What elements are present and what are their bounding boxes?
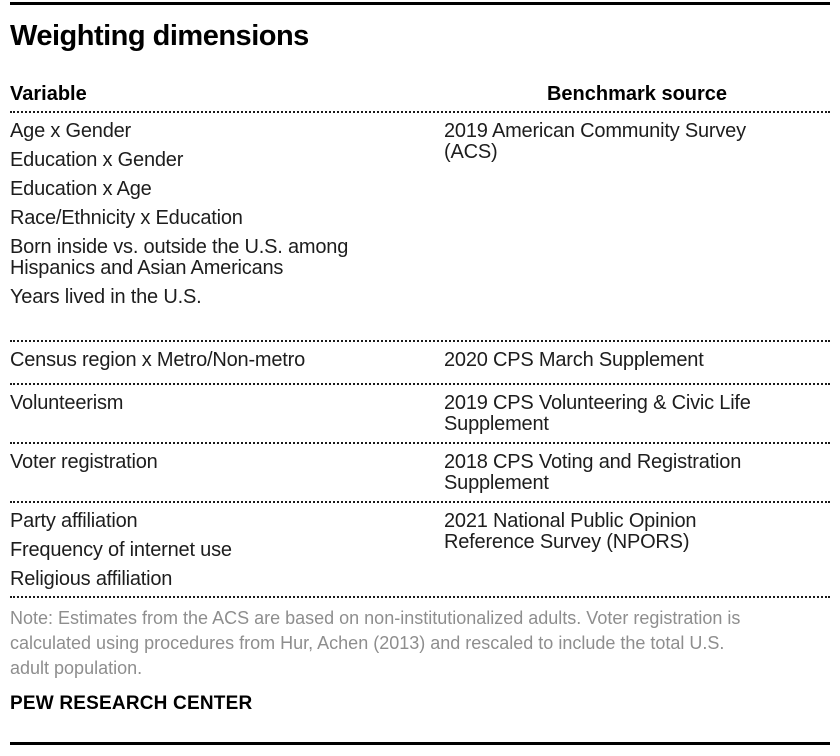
benchmark-line: 2019 CPS Volunteering & Civic Life xyxy=(444,392,751,414)
benchmark-cell: 2019 American Community Survey (ACS) xyxy=(444,121,830,308)
note-line: Note: Estimates from the ACS are based o… xyxy=(10,608,741,628)
variable-item: Race/Ethnicity x Education xyxy=(10,207,243,229)
variable-item: Age x Gender xyxy=(10,120,132,142)
variable-cell: Voter registration xyxy=(10,452,444,494)
variable-item: Census region x Metro/Non-metro xyxy=(10,349,306,371)
variable-item: Party affiliation xyxy=(10,510,138,532)
table-row-voter-registration: Voter registration 2018 CPS Voting and R… xyxy=(10,444,830,503)
benchmark-line: 2020 CPS March Supplement xyxy=(444,349,704,371)
benchmark-cell: 2021 National Public Opinion Reference S… xyxy=(444,511,830,590)
table-row-cps-march: Census region x Metro/Non-metro 2020 CPS… xyxy=(10,342,830,385)
variable-cell: Age x Gender Education x Gender Educatio… xyxy=(10,121,444,308)
benchmark-cell: 2018 CPS Voting and Registration Supplem… xyxy=(444,452,830,494)
variable-item: Voter registration xyxy=(10,451,158,473)
benchmark-cell: 2019 CPS Volunteering & Civic Life Suppl… xyxy=(444,393,830,435)
figure-title: Weighting dimensions xyxy=(10,20,309,52)
variable-item: Volunteerism xyxy=(10,392,124,414)
benchmark-line: Supplement xyxy=(444,413,549,435)
table-header-row: Variable Benchmark source xyxy=(10,83,830,113)
benchmark-line: 2018 CPS Voting and Registration xyxy=(444,451,742,473)
table-row-npors: Party affiliation Frequency of internet … xyxy=(10,503,830,598)
variable-item: Born inside vs. outside the U.S. among H… xyxy=(10,236,349,279)
source-label: PEW RESEARCH CENTER xyxy=(10,693,253,714)
variable-item: Religious affiliation xyxy=(10,568,173,590)
benchmark-line: 2021 National Public Opinion xyxy=(444,510,697,532)
variable-item: Education x Gender xyxy=(10,149,184,171)
variable-item: Years lived in the U.S. xyxy=(10,286,202,308)
variable-cell: Volunteerism xyxy=(10,393,444,435)
column-header-variable: Variable xyxy=(10,83,87,105)
benchmark-line: 2019 American Community Survey xyxy=(444,120,746,142)
note-line: calculated using procedures from Hur, Ac… xyxy=(10,633,725,653)
table-row-volunteering: Volunteerism 2019 CPS Volunteering & Civ… xyxy=(10,385,830,444)
note-text: Note: Estimates from the ACS are based o… xyxy=(10,598,830,681)
variable-cell: Census region x Metro/Non-metro xyxy=(10,350,444,371)
note-line: adult population. xyxy=(10,658,143,678)
benchmark-line: Reference Survey (NPORS) xyxy=(444,531,690,553)
variable-item: Frequency of internet use xyxy=(10,539,232,561)
bottom-rule xyxy=(10,742,830,745)
top-rule xyxy=(10,2,830,5)
variable-item: Education x Age xyxy=(10,178,152,200)
benchmark-line: Supplement xyxy=(444,472,549,494)
variable-cell: Party affiliation Frequency of internet … xyxy=(10,511,444,590)
benchmark-cell: 2020 CPS March Supplement xyxy=(444,350,830,371)
column-header-benchmark-source: Benchmark source xyxy=(546,83,728,105)
table-row-acs: Age x Gender Education x Gender Educatio… xyxy=(10,113,830,342)
benchmark-line: (ACS) xyxy=(444,141,498,163)
